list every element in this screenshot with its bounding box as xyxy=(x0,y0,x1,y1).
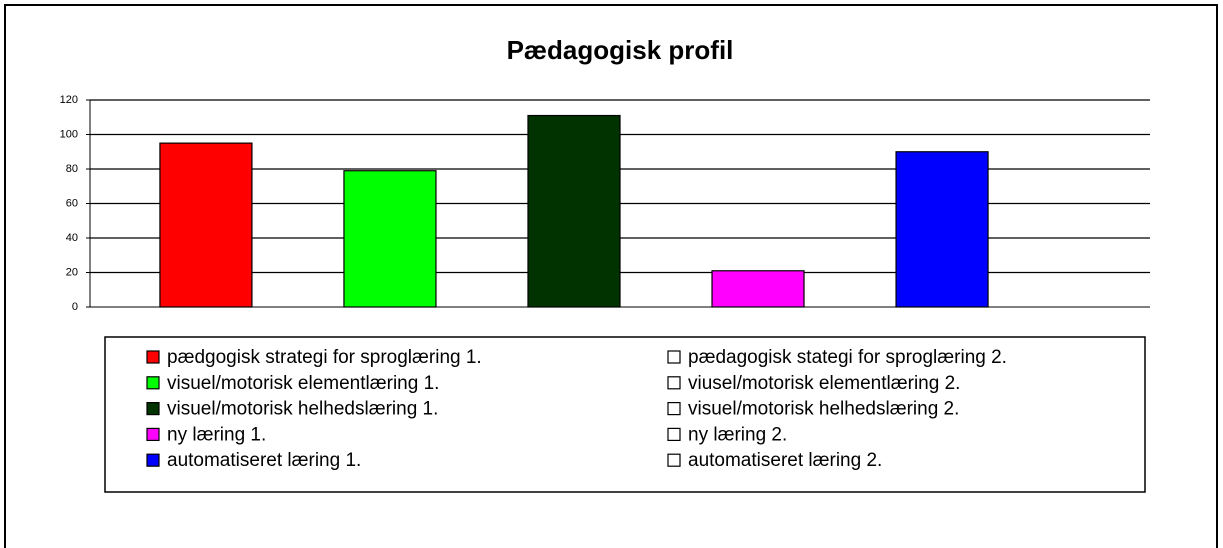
legend-swatch xyxy=(667,350,681,364)
y-tick-label: 60 xyxy=(66,197,78,209)
legend-swatch xyxy=(667,376,681,390)
y-tick-label: 20 xyxy=(66,266,78,278)
y-tick-label: 120 xyxy=(60,94,78,106)
legend-label: ny læring 2. xyxy=(688,424,787,445)
legend-swatch xyxy=(667,453,681,467)
legend-label: ny læring 1. xyxy=(167,424,266,445)
legend-label: automatiseret læring 1. xyxy=(167,450,361,471)
legend-box xyxy=(104,336,1146,493)
y-tick-label: 40 xyxy=(66,232,78,244)
legend-swatch xyxy=(667,427,681,441)
legend-swatch xyxy=(146,427,160,441)
chart-title: Pædagogisk profil xyxy=(507,35,734,65)
y-tick-label: 0 xyxy=(72,301,78,313)
bar xyxy=(711,270,805,308)
legend-label: pædgogisk strategi for sproglæring 1. xyxy=(167,347,482,368)
legend-swatch xyxy=(667,402,681,416)
legend-swatch xyxy=(146,453,160,467)
legend-label: visuel/motorisk helhedslæring 1. xyxy=(167,399,438,420)
y-tick-label: 80 xyxy=(66,163,78,175)
legend-swatch xyxy=(146,376,160,390)
legend-label: visuel/motorisk helhedslæring 2. xyxy=(688,399,959,420)
legend-label: automatiseret læring 2. xyxy=(688,450,882,471)
bar xyxy=(895,151,989,308)
bar xyxy=(159,142,253,308)
bar xyxy=(527,114,621,308)
y-tick-label: 100 xyxy=(60,128,78,140)
legend-label: visuel/motorisk elementlæring 1. xyxy=(167,373,439,394)
legend-swatch xyxy=(146,402,160,416)
legend-swatch xyxy=(146,350,160,364)
legend-label: viusel/motorisk elementlæring 2. xyxy=(688,373,960,394)
legend-label: pædagogisk stategi for sproglæring 2. xyxy=(688,347,1007,368)
bar xyxy=(343,170,437,308)
